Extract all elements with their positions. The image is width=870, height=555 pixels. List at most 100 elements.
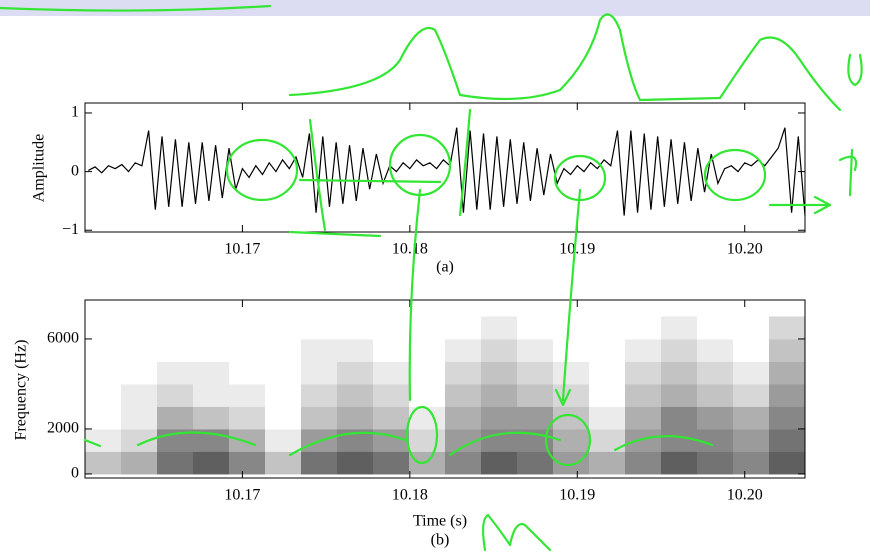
- spectrogram-cell: [733, 338, 770, 362]
- plots: 10.17 10.18 10.19 10.20 −1 0 1 10.17 10.18 10.19 1…: [47, 102, 806, 504]
- spectrogram-cell: [733, 361, 770, 385]
- spectrogram-cell: [121, 361, 158, 385]
- spectrogram-cell: [373, 383, 410, 407]
- spectrogram-cell: [85, 383, 122, 407]
- spectrogram-cell: [589, 428, 626, 452]
- spectrogram-cell: [517, 361, 554, 385]
- spectrogram-cell: [85, 316, 122, 340]
- ink-stroke: [408, 188, 582, 407]
- spectrogram-cell: [733, 451, 770, 475]
- spectrogram-cell: [697, 361, 734, 385]
- spectrogram-cell: [265, 383, 302, 407]
- spectrogram-cell: [445, 338, 482, 362]
- spectrogram-cell: [337, 406, 374, 430]
- spectrogram-cell: [697, 451, 734, 475]
- spectrogram-cell: [301, 383, 338, 407]
- spectrogram-cell: [337, 383, 374, 407]
- spectrogram-cell: [769, 451, 806, 475]
- spectrogram-cell: [481, 361, 518, 385]
- spectrogram-cell: [517, 406, 554, 430]
- ink-annotations: [0, 4, 863, 552]
- spectrogram-cell: [553, 361, 590, 385]
- spectrogram-cell: [769, 406, 806, 430]
- y-tick-label: 6000: [47, 330, 79, 347]
- spectrogram-cell: [373, 361, 410, 385]
- x-tick-label: 10.17: [224, 487, 260, 504]
- spectrogram-cell: [661, 406, 698, 430]
- y-tick-label: 1: [71, 104, 79, 121]
- spectrogram-cell: [337, 361, 374, 385]
- spectrogram-cell: [625, 383, 662, 407]
- spectrogram-cell: [409, 383, 446, 407]
- spectrogram-cell: [229, 383, 266, 407]
- spectrogram-cell: [229, 451, 266, 475]
- spectrogram-cell: [193, 451, 230, 475]
- y-tick-label: 0: [71, 162, 79, 179]
- spectrogram-cell: [265, 338, 302, 362]
- spectrogram-cell: [193, 406, 230, 430]
- spectrogram-cell: [229, 316, 266, 340]
- spectrogram-cell: [337, 316, 374, 340]
- x-tick-label: 10.19: [559, 487, 595, 504]
- x-tick-label: 10.19: [559, 241, 595, 258]
- plot-frame: [84, 299, 806, 479]
- spectrogram-cell: [157, 451, 194, 475]
- spectrogram-cell: [445, 428, 482, 452]
- spectrogram-cell: [625, 316, 662, 340]
- spectrogram-cell: [769, 316, 806, 340]
- spectrogram-cell: [157, 361, 194, 385]
- spectrogram-cell: [517, 338, 554, 362]
- ink-stroke: [768, 195, 832, 215]
- spectrogram-cell: [121, 316, 158, 340]
- spectrogram-cell: [193, 383, 230, 407]
- spectrogram-cell: [481, 451, 518, 475]
- spectrogram-cell: [769, 428, 806, 452]
- spectrogram-cell: [265, 316, 302, 340]
- spectrogram-cell: [85, 428, 122, 452]
- spectrogram-cell: [193, 361, 230, 385]
- spectrogram-cell: [337, 451, 374, 475]
- spectrogram-cell: [409, 428, 446, 452]
- y-tick-label: 2000: [47, 420, 79, 437]
- ink-stroke: [847, 53, 863, 87]
- spectrogram-cell: [229, 428, 266, 452]
- spectrogram-cell: [589, 361, 626, 385]
- y-tick-label: 0: [71, 465, 79, 482]
- spectrogram-cell: [589, 383, 626, 407]
- spectrogram-cell: [661, 383, 698, 407]
- spectrogram-cell: [661, 428, 698, 452]
- waveform: [88, 127, 806, 216]
- spectrogram-cell: [373, 316, 410, 340]
- spectrogram-cell: [697, 338, 734, 362]
- spectrogram-cell: [733, 406, 770, 430]
- spectrogram-cell: [625, 361, 662, 385]
- spectrogram-cell: [265, 428, 302, 452]
- spectrogram-cell: [625, 451, 662, 475]
- spectrogram-cell: [553, 316, 590, 340]
- spectrogram-cell: [445, 451, 482, 475]
- spectrogram-cell: [265, 406, 302, 430]
- spectrogram-cell: [121, 428, 158, 452]
- spectrogram-cell: [445, 406, 482, 430]
- spectrogram-cell: [229, 361, 266, 385]
- spectrogram-cell: [121, 406, 158, 430]
- spectrogram-cell: [121, 338, 158, 362]
- header-bar: [0, 0, 870, 16]
- x-tick-label: 10.20: [727, 241, 763, 258]
- spectrogram-cell: [157, 316, 194, 340]
- spectrogram-cell: [769, 338, 806, 362]
- ink-circle: [703, 148, 767, 202]
- spectrogram-cell: [445, 361, 482, 385]
- ink-stroke: [288, 108, 472, 238]
- ink-stroke: [0, 4, 272, 12]
- spectrogram-cell: [553, 451, 590, 475]
- caption: (b): [431, 532, 450, 549]
- spectrogram-cell: [661, 361, 698, 385]
- ink-stroke: [481, 513, 552, 552]
- x-axis-label: Time (s): [413, 513, 467, 530]
- spectrogram-cell: [625, 428, 662, 452]
- ink-stroke: [83, 431, 714, 457]
- spectrogram-cell: [625, 338, 662, 362]
- spectrogram-cell: [373, 338, 410, 362]
